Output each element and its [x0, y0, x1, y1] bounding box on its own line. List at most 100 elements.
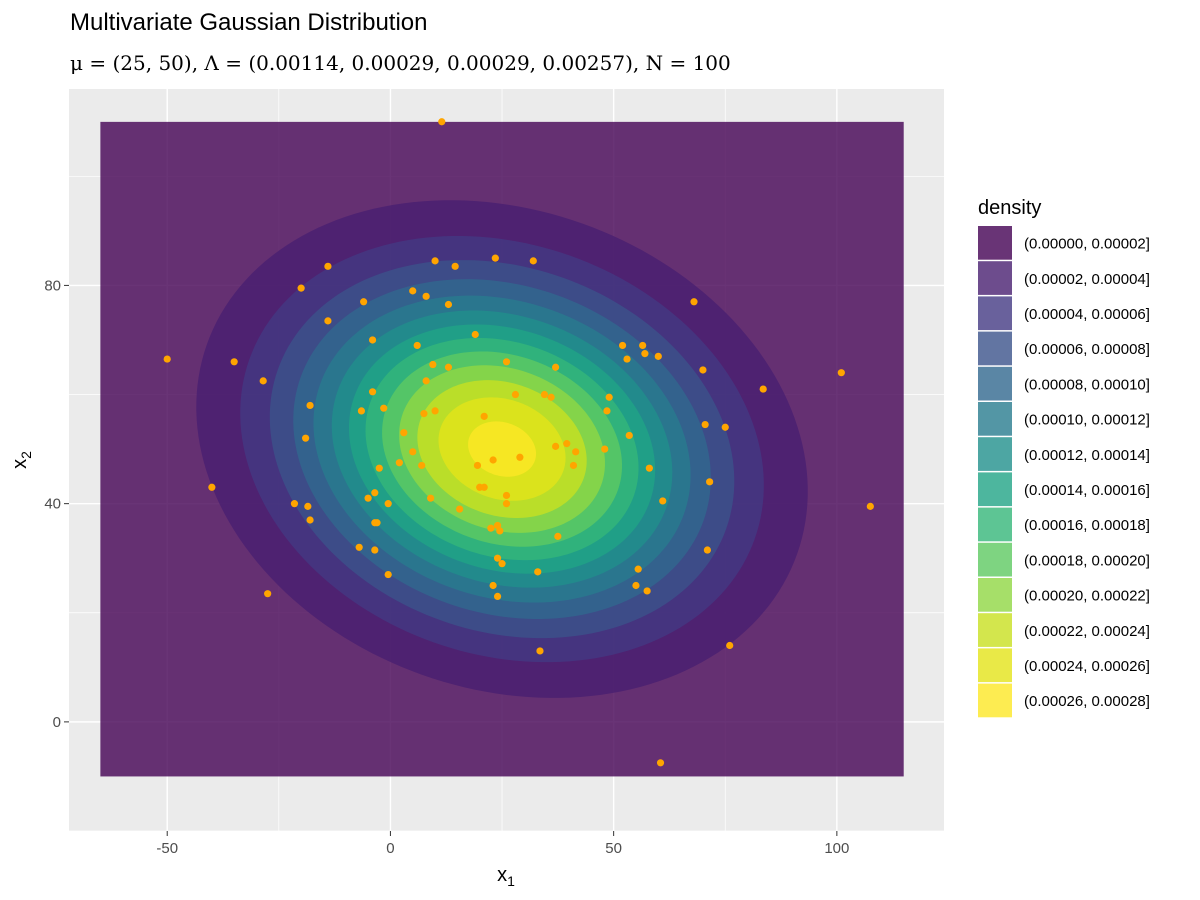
- sample-point: [409, 448, 417, 456]
- y-tick-label: 40: [44, 496, 61, 513]
- sample-point: [324, 262, 332, 270]
- sample-point: [444, 363, 453, 371]
- legend-label: (0.00016, 0.00018]: [1024, 517, 1150, 534]
- sample-point: [422, 292, 430, 300]
- x-tick-label: -50: [156, 840, 178, 857]
- sample-point: [306, 401, 314, 410]
- sample-point: [502, 358, 511, 366]
- sample-point: [489, 456, 497, 464]
- sample-point: [491, 254, 499, 262]
- legend-key: [978, 437, 1012, 471]
- sample-point: [502, 500, 511, 508]
- legend-label: (0.00014, 0.00016]: [1024, 482, 1150, 499]
- x-axis-title: x1: [497, 864, 515, 889]
- density-band: [468, 421, 537, 477]
- sample-point: [536, 647, 544, 655]
- sample-point: [706, 478, 714, 486]
- sample-point: [487, 524, 495, 532]
- y-axis-ticks: 0 40 80: [44, 277, 69, 731]
- sample-point: [357, 407, 366, 415]
- sample-point: [516, 453, 524, 461]
- sample-point: [471, 330, 479, 339]
- sample-point: [259, 377, 267, 385]
- sample-point: [726, 641, 734, 650]
- sample-point: [380, 404, 388, 412]
- sample-point: [306, 516, 314, 524]
- y-tick-label: 80: [44, 277, 61, 294]
- sample-point: [456, 505, 464, 513]
- sample-point: [489, 581, 497, 590]
- sample-point: [498, 560, 506, 568]
- legend-key: [978, 613, 1012, 647]
- sample-point: [355, 543, 363, 551]
- legend-key: [978, 507, 1012, 542]
- sample-point: [373, 519, 381, 527]
- legend-key: [978, 402, 1012, 436]
- sample-point: [420, 410, 428, 418]
- legend-key: [978, 542, 1012, 577]
- sample-point: [701, 420, 709, 429]
- sample-point: [699, 366, 707, 374]
- legend-label: (0.00024, 0.00026]: [1024, 658, 1150, 675]
- sample-point: [618, 341, 627, 350]
- sample-point: [554, 532, 562, 540]
- sample-point: [429, 360, 437, 369]
- sample-point: [290, 500, 299, 508]
- y-axis-title: x2: [9, 451, 34, 469]
- sample-point: [163, 355, 171, 363]
- legend: (0.00000, 0.00002] (0.00002, 0.00004] (0.0…: [978, 226, 1150, 718]
- sample-point: [302, 434, 310, 442]
- legend-key: [978, 261, 1012, 295]
- sample-point: [418, 461, 426, 470]
- sample-point: [371, 489, 379, 497]
- sample-point: [534, 568, 542, 576]
- sample-point: [297, 284, 305, 292]
- x-tick-label: 0: [386, 840, 394, 857]
- sample-point: [656, 759, 665, 767]
- sample-point: [605, 393, 613, 401]
- sample-point: [230, 358, 238, 366]
- sample-point: [384, 570, 392, 579]
- sample-point: [659, 497, 667, 505]
- legend-key: [978, 366, 1012, 401]
- sample-point: [502, 491, 511, 500]
- legend-label: (0.00026, 0.00028]: [1024, 693, 1150, 710]
- x-tick-label: 50: [605, 840, 622, 857]
- legend-label: (0.00004, 0.00006]: [1024, 306, 1150, 323]
- sample-point: [409, 287, 417, 295]
- sample-point: [603, 407, 611, 415]
- density-contour-fill: [100, 121, 904, 777]
- sample-point: [371, 546, 379, 554]
- legend-title: density: [978, 197, 1041, 219]
- legend-label: (0.00002, 0.00004]: [1024, 271, 1150, 288]
- sample-point: [431, 257, 439, 265]
- sample-point: [422, 377, 430, 385]
- legend-label: (0.00010, 0.00012]: [1024, 412, 1150, 429]
- sample-point: [360, 298, 368, 306]
- legend-key: [978, 578, 1012, 612]
- legend-label: (0.00006, 0.00008]: [1024, 341, 1150, 358]
- sample-point: [368, 388, 377, 396]
- sample-point: [493, 521, 502, 530]
- sample-point: [375, 464, 383, 472]
- sample-point: [641, 350, 649, 358]
- sample-point: [444, 300, 453, 309]
- sample-point: [632, 581, 640, 590]
- sample-point: [866, 502, 874, 510]
- legend-label: (0.00000, 0.00002]: [1024, 236, 1150, 253]
- sample-point: [480, 412, 488, 420]
- legend-key: [978, 296, 1012, 331]
- chart-subtitle: μ = (25, 50), Λ = (0.00114, 0.00029, 0.0…: [70, 51, 731, 75]
- sample-point: [493, 554, 502, 562]
- sample-point: [368, 336, 377, 344]
- sample-point: [643, 587, 651, 595]
- sample-point: [572, 448, 580, 456]
- sample-point: [493, 592, 502, 601]
- sample-point: [480, 483, 488, 491]
- sample-point: [563, 440, 571, 448]
- sample-point: [324, 317, 332, 325]
- sample-point: [625, 431, 633, 440]
- sample-point: [552, 442, 560, 450]
- legend-key: [978, 226, 1012, 260]
